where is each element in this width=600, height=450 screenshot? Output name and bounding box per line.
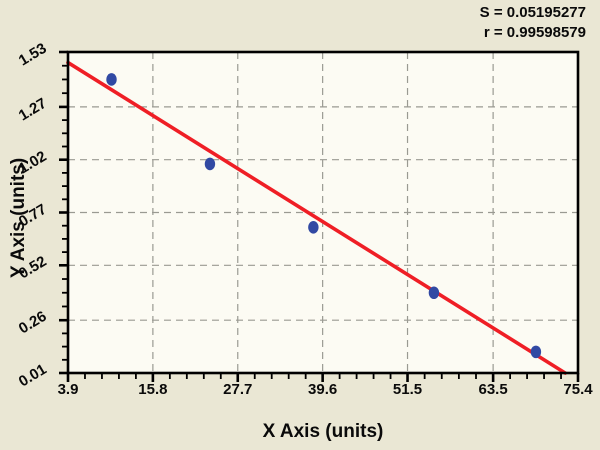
- x-tick-label: 3.9: [57, 381, 79, 398]
- data-point: [204, 157, 216, 171]
- data-point: [308, 220, 319, 234]
- x-tick-label: 15.8: [138, 381, 168, 398]
- regression-line: [66, 60, 567, 375]
- x-tick-label: 51.5: [392, 381, 423, 398]
- y-axis-title: Y Axis (units): [8, 157, 29, 279]
- data-point: [106, 73, 117, 86]
- x-tick-label: 27.7: [223, 381, 253, 398]
- stat-s-value: S = 0.05195277: [479, 4, 586, 21]
- data-point: [530, 345, 542, 359]
- x-axis-title: X Axis (units): [262, 421, 384, 442]
- x-tick-label: 39.6: [308, 381, 338, 398]
- stats-annotation: S = 0.05195277 r = 0.99598579: [480, 3, 586, 43]
- x-tick-label: 75.4: [563, 381, 593, 398]
- plot-border: [66, 50, 580, 375]
- x-tick-label: 63.5: [478, 381, 508, 398]
- stat-r-value: r = 0.99598579: [483, 24, 586, 41]
- data-point: [428, 286, 440, 300]
